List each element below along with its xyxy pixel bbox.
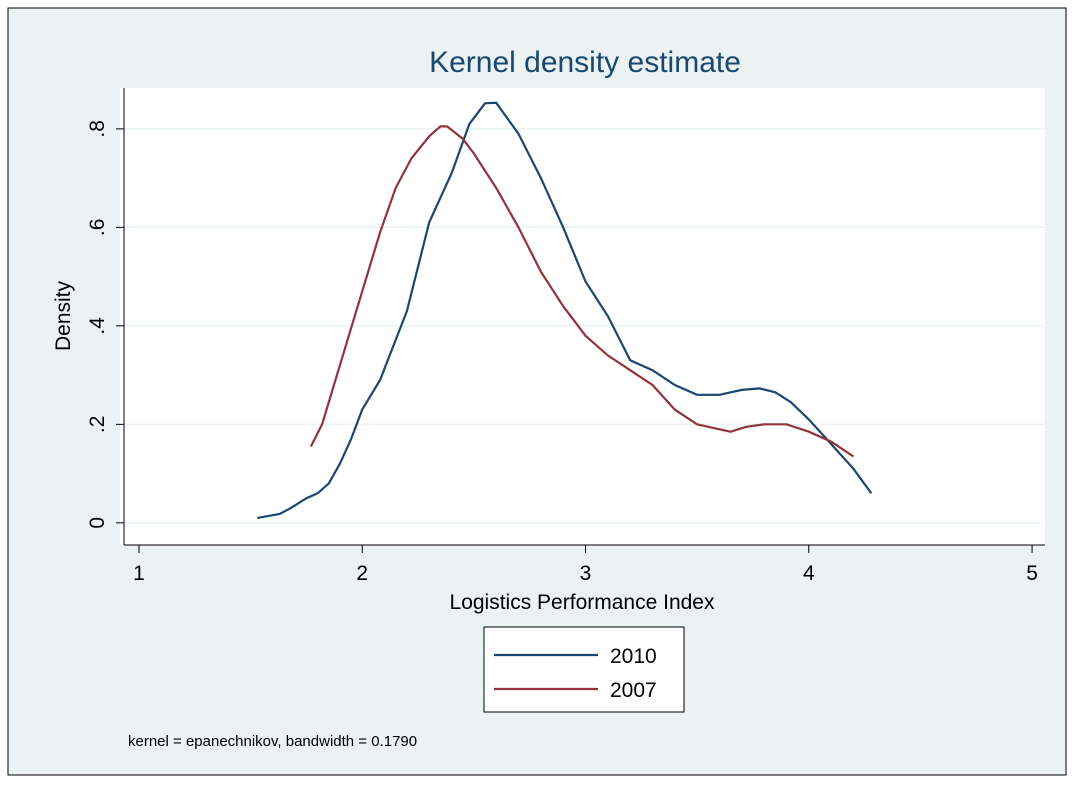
y-tick-label: .8 (86, 120, 109, 138)
x-tick-label: 3 (580, 562, 592, 585)
legend-label: 2007 (610, 679, 657, 702)
x-tick-label: 1 (133, 562, 145, 585)
y-tick-label: .4 (86, 317, 109, 335)
x-axis-title: Logistics Performance Index (450, 591, 715, 614)
x-tick-label: 4 (803, 562, 815, 585)
legend-label: 2010 (610, 645, 657, 668)
y-tick-label: .6 (86, 219, 109, 237)
line (257, 101, 873, 519)
line (309, 125, 855, 458)
y-axis-title: Density (52, 280, 75, 351)
x-tick-label: 5 (1026, 562, 1038, 585)
x-tick-label: 2 (356, 562, 368, 585)
legend (483, 626, 685, 713)
note: kernel = epanechnikov, bandwidth = 0.179… (128, 733, 417, 750)
plot-area (120, 88, 1045, 545)
y-tick-label: .2 (86, 416, 109, 434)
chart-title: Kernel density estimate (429, 46, 741, 79)
y-tick-label: 0 (86, 517, 109, 529)
